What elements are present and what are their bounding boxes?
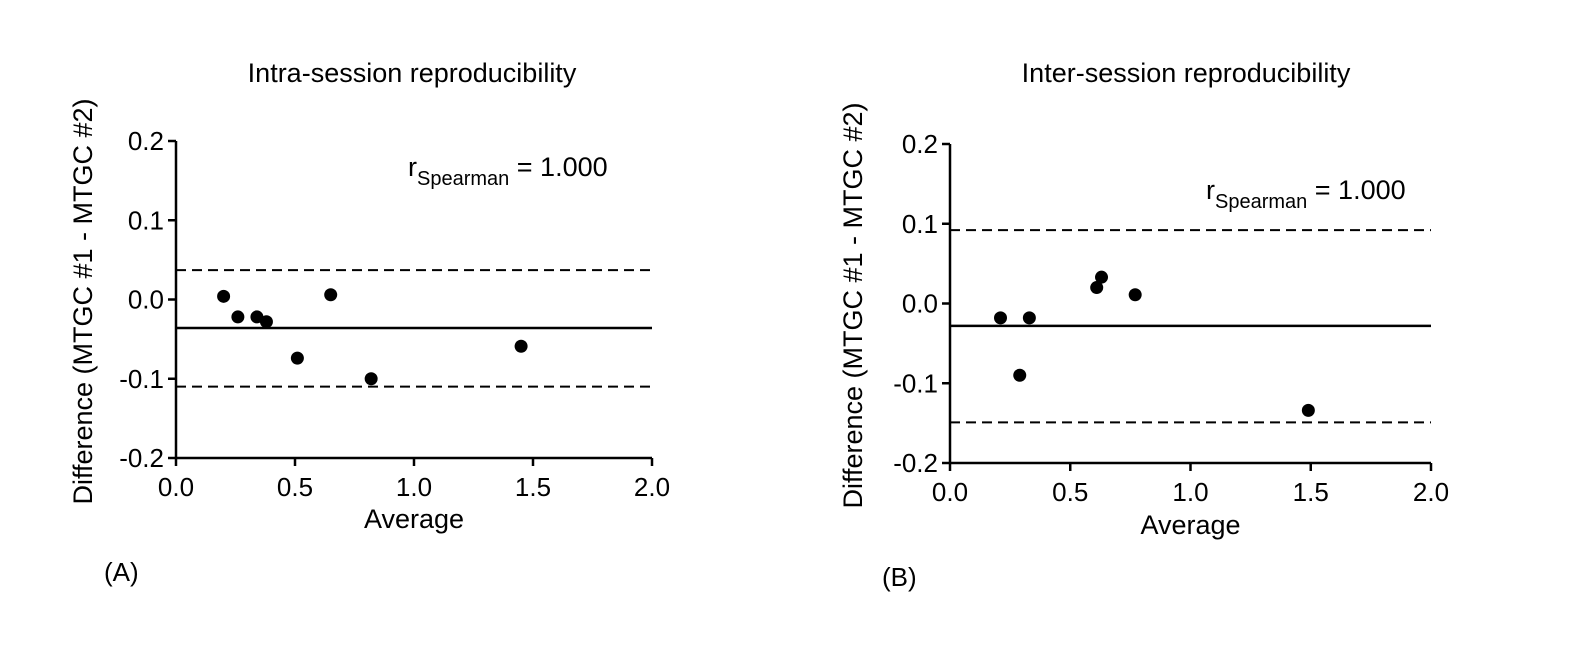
data-point	[217, 289, 231, 303]
panel-a: Intra-session reproducibility0.20.10.0-0…	[68, 58, 670, 587]
data-point	[1301, 403, 1315, 417]
data-point	[1022, 311, 1036, 325]
annotation-subscript: Spearman	[1215, 191, 1307, 213]
x-tick-label: 0.5	[277, 472, 313, 502]
data-point	[364, 372, 378, 386]
y-tick-label: 0.1	[128, 205, 164, 235]
x-tick-label: 2.0	[1413, 477, 1449, 507]
y-tick-label: -0.1	[893, 368, 938, 398]
data-point	[1013, 368, 1027, 382]
data-point	[259, 315, 273, 329]
data-point	[1095, 270, 1109, 284]
x-tick-label: 0.0	[158, 472, 194, 502]
annotation-prefix: r	[1206, 175, 1215, 205]
y-tick-label: -0.2	[893, 448, 938, 478]
spearman-annotation: rSpearman = 1.000	[1206, 175, 1406, 213]
x-axis-label: Average	[364, 504, 464, 534]
annotation-suffix: = 1.000	[1307, 175, 1405, 205]
annotation-suffix: = 1.000	[509, 152, 607, 182]
x-tick-label: 0.5	[1052, 477, 1088, 507]
x-tick-label: 1.0	[1172, 477, 1208, 507]
data-point	[1090, 281, 1104, 295]
panel-b: Inter-session reproducibility0.20.10.0-0…	[838, 58, 1449, 592]
y-tick-label: 0.2	[128, 126, 164, 156]
chart-title: Intra-session reproducibility	[248, 58, 577, 88]
data-point	[324, 288, 338, 302]
data-point	[290, 351, 304, 365]
y-tick-label: 0.0	[128, 285, 164, 315]
y-axis-label: Difference (MTGC #1 - MTGC #2)	[838, 102, 868, 508]
data-point	[514, 339, 528, 353]
data-point	[994, 311, 1008, 325]
y-tick-label: 0.1	[902, 209, 938, 239]
x-axis-label: Average	[1140, 510, 1240, 540]
y-tick-label: 0.0	[902, 289, 938, 319]
annotation-prefix: r	[408, 152, 417, 182]
panel-label: (A)	[104, 557, 139, 587]
y-tick-label: 0.2	[902, 129, 938, 159]
y-tick-label: -0.1	[119, 364, 164, 394]
annotation-subscript: Spearman	[417, 168, 509, 190]
x-tick-label: 1.5	[1293, 477, 1329, 507]
x-tick-label: 1.5	[515, 472, 551, 502]
x-tick-label: 1.0	[396, 472, 432, 502]
y-tick-label: -0.2	[119, 443, 164, 473]
chart-title: Inter-session reproducibility	[1022, 58, 1351, 88]
data-point	[231, 310, 245, 324]
y-axis-label: Difference (MTGC #1 - MTGC #2)	[68, 98, 98, 504]
x-tick-label: 2.0	[634, 472, 670, 502]
x-tick-label: 0.0	[932, 477, 968, 507]
spearman-annotation: rSpearman = 1.000	[408, 152, 608, 190]
data-point	[1128, 288, 1142, 302]
panel-label: (B)	[882, 562, 917, 592]
